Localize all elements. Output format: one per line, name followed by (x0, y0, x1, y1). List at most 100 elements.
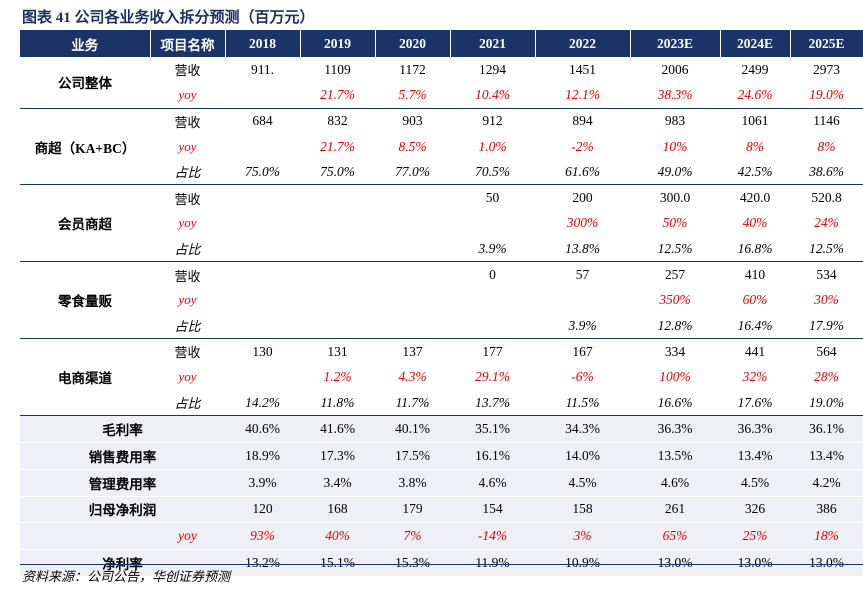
cell: 10.4% (450, 82, 535, 109)
cell: 13.0% (720, 549, 790, 577)
cell: 16.4% (720, 312, 790, 340)
row-label: yoy (150, 522, 225, 551)
cell: 11.9% (450, 549, 535, 577)
cell: 65% (630, 522, 720, 551)
cell: 11.7% (375, 389, 450, 417)
cell: 12.5% (630, 236, 720, 263)
cell: 7% (375, 522, 450, 551)
cell: 1294 (479, 61, 506, 77)
cell: 2006 (661, 61, 689, 77)
cell: 1109 (324, 61, 351, 77)
cell: -6% (571, 369, 594, 385)
cell: 57 (575, 267, 590, 283)
cell: 41.6% (300, 415, 375, 443)
cell: 120 (225, 496, 300, 524)
cell: 18% (790, 522, 863, 551)
header-cell: 2023E (630, 30, 721, 57)
summary-row: 归母净利润 120 168 179 154 158 261 326 386 (20, 496, 863, 524)
cell: 15.1% (300, 549, 375, 577)
cell (20, 522, 150, 551)
cell: 1172 (399, 61, 426, 77)
cell: 326 (720, 496, 790, 524)
cell (375, 185, 450, 211)
cell: 17.9% (790, 312, 863, 340)
cell: 3.8% (375, 469, 450, 497)
cell: 12.8% (630, 312, 720, 340)
cell: 3.9% (535, 312, 630, 340)
cell (450, 288, 535, 313)
cell (300, 312, 375, 340)
cell: 13.4% (720, 442, 790, 470)
cell: 21.7% (300, 82, 375, 109)
table-row: 零食量贩 营收 0 57 257 410 534 (20, 261, 863, 340)
cell: 40% (300, 522, 375, 551)
cell: 4.6% (630, 469, 720, 497)
cell (375, 211, 450, 236)
header-cell: 2019 (300, 30, 376, 57)
cell: 441 (744, 343, 766, 359)
cell: 261 (630, 496, 720, 524)
cell: 40% (742, 215, 768, 231)
cell: 49.0% (630, 159, 720, 186)
cell: 8% (746, 138, 764, 154)
row-label: 归母净利润 (20, 496, 225, 524)
cell: -2% (571, 138, 594, 154)
cell: 137 (402, 343, 423, 359)
row-label: yoy (150, 82, 225, 109)
cell: 3% (535, 522, 630, 551)
cell: 386 (790, 496, 863, 524)
cell: 21.7% (320, 138, 355, 154)
cell: 75.0% (300, 159, 375, 186)
cell: 38.3% (630, 82, 720, 109)
cell: 158 (535, 496, 630, 524)
cell: 2499 (741, 61, 769, 77)
cell: 4.6% (450, 469, 535, 497)
cell: 12.1% (535, 82, 630, 109)
cell: 894 (572, 113, 593, 129)
cell: 40.6% (225, 415, 300, 443)
cell (225, 134, 300, 159)
cell: 14.2% (225, 389, 300, 417)
row-label: yoy (178, 215, 197, 231)
cell: 520.8 (811, 190, 842, 206)
cell (375, 236, 450, 263)
cell (225, 288, 300, 313)
cell: 19.0% (790, 389, 863, 417)
cell: 42.5% (720, 159, 790, 186)
cell: 2973 (813, 61, 840, 77)
cell (300, 288, 375, 313)
cell: 13.7% (450, 389, 535, 417)
row-label: yoy (178, 369, 197, 385)
cell: 13.4% (790, 442, 863, 470)
cell: 18.9% (225, 442, 300, 470)
summary-row: 毛利率 40.6% 41.6% 40.1% 35.1% 34.3% 36.3% 36.3% 36… (20, 415, 863, 443)
cell: 5.7% (375, 82, 450, 109)
group-name: 电商渠道 (20, 338, 150, 417)
cell: 3.9% (450, 236, 535, 263)
cell: 40.1% (375, 415, 450, 443)
cell (225, 185, 300, 211)
cell: 12.5% (790, 236, 863, 263)
header-cell: 2020 (375, 30, 451, 57)
cell: 410 (744, 267, 766, 283)
table-row: yoy 21.7% 8.5% 1.0% -2% 10% 8% 8% (20, 134, 863, 159)
cell: 36.1% (790, 415, 863, 443)
title: 图表 41 公司各业务收入拆分预测（百万元） (22, 10, 315, 26)
cell: 300% (566, 215, 599, 231)
cell (225, 236, 300, 263)
cell (300, 262, 375, 288)
row-label: 营收 (174, 191, 201, 207)
cell: 50% (662, 215, 688, 231)
table-row: 占比 75.0% 75.0% 77.0% 70.5% 61.6% 49.0% 42.5% 38.… (20, 159, 863, 186)
cell: 75.0% (225, 159, 300, 186)
cell (225, 211, 300, 236)
cell: 167 (572, 343, 593, 359)
table-row: 会员商超 营收 50 200 300.0 420.0 520.8 (20, 184, 863, 263)
table-row: 商超（KA+BC） 营收 684 832 903 912 894 983 1061 1146 (20, 108, 863, 186)
group-name: 零食量贩 (20, 261, 150, 340)
row-label: 毛利率 (20, 415, 225, 443)
cell: 16.6% (630, 389, 720, 417)
cell: 4.5% (535, 469, 630, 497)
cell (450, 312, 535, 340)
